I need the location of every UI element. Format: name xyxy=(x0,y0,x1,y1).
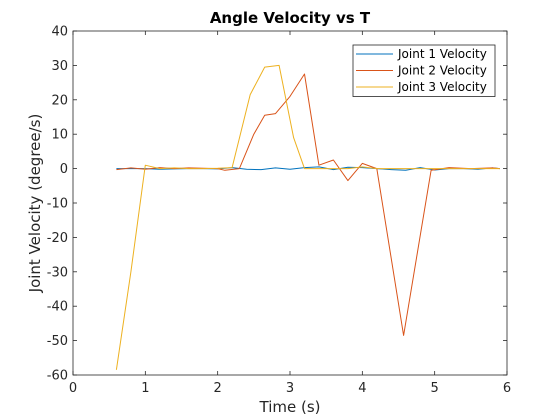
y-tick-label: -60 xyxy=(47,369,68,384)
y-tick-label: -10 xyxy=(47,197,68,212)
series-line-joint-3 xyxy=(115,64,500,370)
y-tick-label: 10 xyxy=(51,128,68,143)
y-tick-label: 20 xyxy=(51,93,68,108)
legend-entry: Joint 2 Velocity xyxy=(397,64,487,78)
series-line-joint-2 xyxy=(116,73,500,336)
legend: Joint 1 Velocity Joint 2 Velocity Joint 3 … xyxy=(352,44,496,97)
y-tick-label: 40 xyxy=(51,25,68,40)
y-tick-label: -20 xyxy=(47,231,68,246)
chart-title: Angle Velocity vs T xyxy=(210,9,371,27)
legend-entry: Joint 3 Velocity xyxy=(397,80,487,94)
x-tick-label: 4 xyxy=(358,381,366,396)
y-tick-label: -30 xyxy=(47,265,68,280)
y-tick-label: -50 xyxy=(47,334,68,349)
legend-entry: Joint 1 Velocity xyxy=(397,47,487,61)
y-tick-label: 30 xyxy=(51,59,68,74)
axes-box xyxy=(72,30,508,376)
x-tick-label: 2 xyxy=(214,381,222,396)
x-tick-label: 3 xyxy=(286,381,294,396)
x-tick-label: 0 xyxy=(69,381,77,396)
x-tick-label: 1 xyxy=(141,381,149,396)
x-tick-label: 5 xyxy=(431,381,439,396)
x-tick-label: 6 xyxy=(503,381,511,396)
y-tick-label: -40 xyxy=(47,300,68,315)
x-axis-label: Time (s) xyxy=(259,398,321,416)
y-tick-label: 0 xyxy=(60,162,68,177)
y-axis-label: Joint Velocity (degree/s) xyxy=(26,114,44,294)
data-lines xyxy=(115,64,500,370)
